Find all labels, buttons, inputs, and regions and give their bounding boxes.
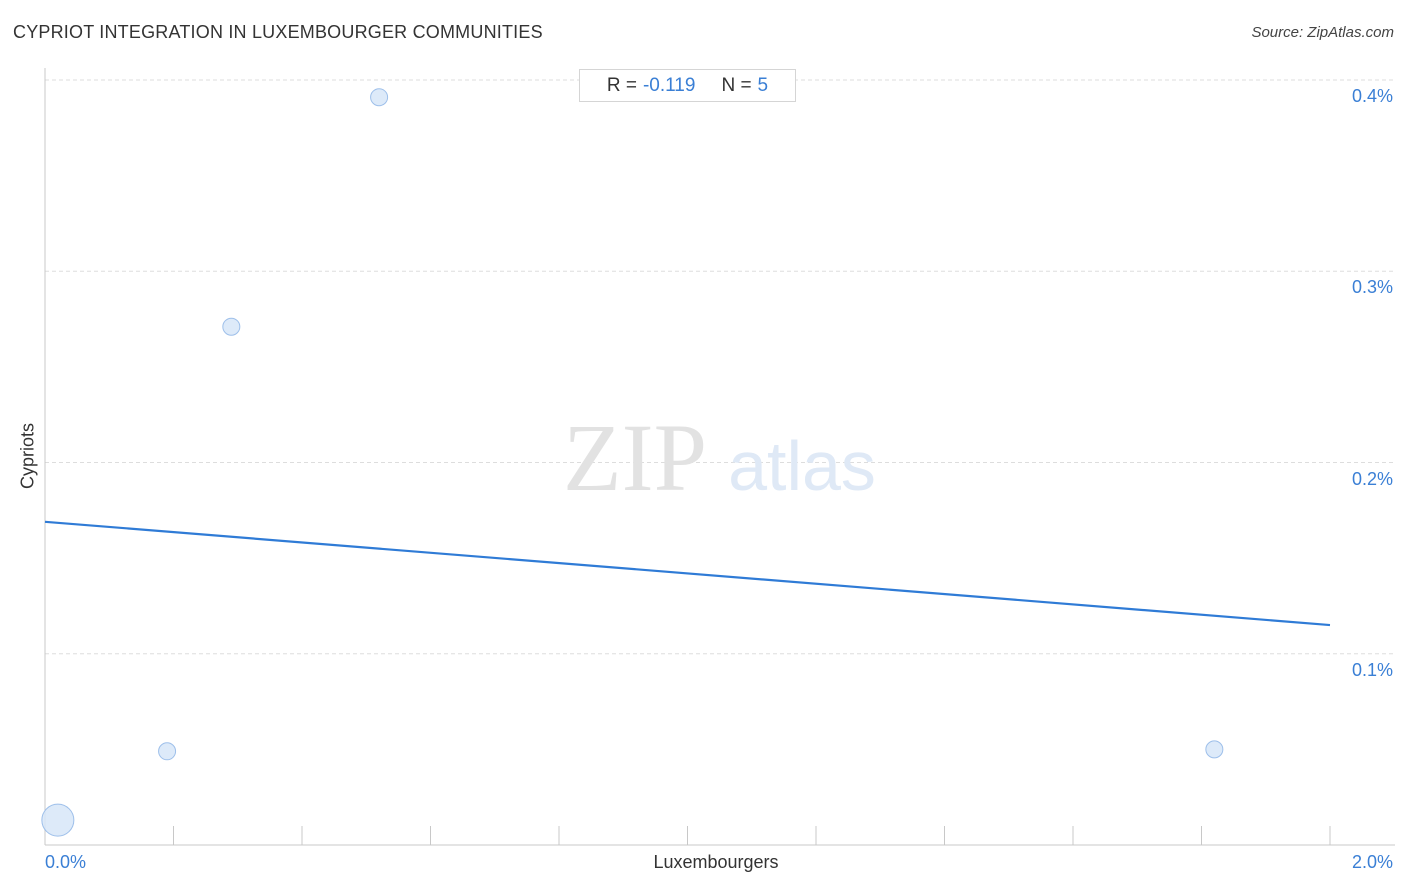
data-point bbox=[222, 317, 241, 336]
x-axis-label: Luxembourgers bbox=[653, 852, 779, 872]
n-label: N = bbox=[721, 74, 752, 96]
y-tick-label: 0.2% bbox=[1351, 468, 1393, 489]
data-point bbox=[370, 88, 389, 107]
chart-title: CYPRIOT INTEGRATION IN LUXEMBOURGER COMM… bbox=[13, 22, 543, 42]
watermark: ZIP atlas bbox=[563, 404, 876, 511]
trendline-group bbox=[44, 520, 1331, 627]
n-value: 5 bbox=[757, 74, 769, 96]
x-tick-label-min: 0.0% bbox=[45, 852, 87, 872]
x-tick-label-max: 2.0% bbox=[1351, 852, 1393, 872]
source-credit: Source: ZipAtlas.com bbox=[1251, 24, 1394, 41]
watermark-atlas: atlas bbox=[728, 427, 876, 505]
trendline bbox=[44, 520, 1331, 627]
data-point bbox=[158, 742, 177, 761]
y-axis-label: Cypriots bbox=[17, 422, 38, 490]
y-tick-label: 0.4% bbox=[1351, 86, 1393, 106]
axes bbox=[44, 68, 1395, 846]
y-tick-label: 0.3% bbox=[1351, 277, 1393, 298]
r-label: R = bbox=[606, 74, 637, 96]
y-tick-label: 0.1% bbox=[1351, 659, 1393, 680]
data-point bbox=[41, 803, 75, 837]
r-value: -0.119 bbox=[642, 74, 696, 96]
data-point bbox=[1205, 740, 1224, 759]
grid-lines bbox=[45, 79, 1395, 655]
points-group bbox=[41, 88, 1224, 837]
correlation-stats-box: R = -0.119 N = 5 bbox=[579, 69, 796, 102]
watermark-zip: ZIP bbox=[563, 404, 707, 511]
